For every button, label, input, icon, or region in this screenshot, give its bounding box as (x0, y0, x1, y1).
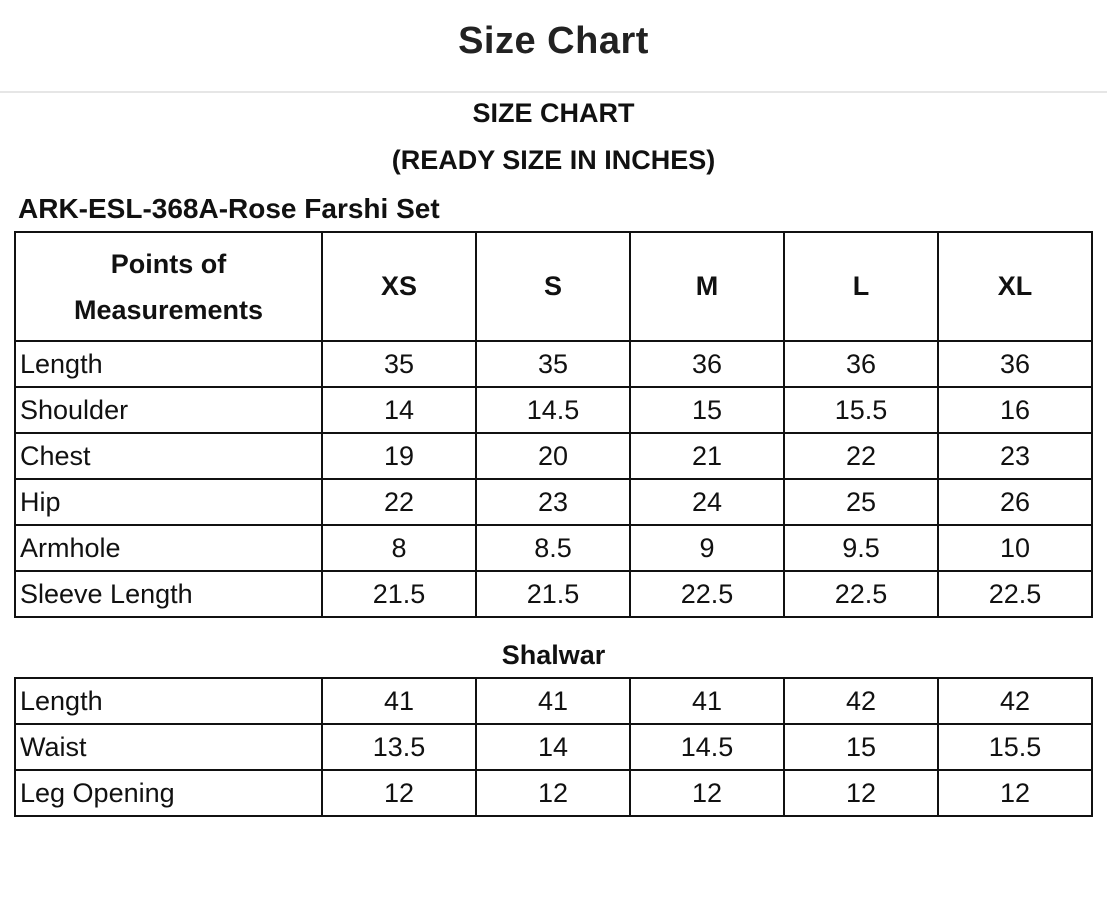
measurement-value: 8.5 (475, 524, 631, 572)
measurement-value: 35 (321, 340, 477, 388)
table-row: Shoulder 14 14.5 15 15.5 16 (14, 386, 1093, 434)
measurement-value: 20 (475, 432, 631, 480)
measurement-value: 22 (321, 478, 477, 526)
measurement-value: 22.5 (937, 570, 1093, 618)
shalwar-section-title: Shalwar (501, 640, 606, 670)
measurement-value: 22.5 (629, 570, 785, 618)
size-chart-subtitle: (READY SIZE IN INCHES) (391, 145, 716, 175)
shalwar-size-table: Length 41 41 41 42 42 Waist 13.5 14 14.5 15 15.5 Leg… (14, 677, 1093, 817)
measurement-value: 41 (629, 677, 785, 725)
measurement-value: 14.5 (475, 386, 631, 434)
table-row: Hip 22 23 24 25 26 (14, 478, 1093, 526)
measurement-label: Length (14, 340, 323, 388)
measurement-label: Armhole (14, 524, 323, 572)
measurement-value: 25 (783, 478, 939, 526)
measurement-value: 9.5 (783, 524, 939, 572)
measurement-value: 42 (783, 677, 939, 725)
measurement-label: Waist (14, 723, 323, 771)
table-row: Armhole 8 8.5 9 9.5 10 (14, 524, 1093, 572)
measurement-value: 8 (321, 524, 477, 572)
column-header: XS (321, 231, 477, 342)
column-header: XL (937, 231, 1093, 342)
measurement-value: 12 (629, 769, 785, 817)
measurement-value: 24 (629, 478, 785, 526)
measurement-value: 15 (783, 723, 939, 771)
measurement-value: 19 (321, 432, 477, 480)
measurement-value: 13.5 (321, 723, 477, 771)
shirt-size-table: Points of Measurements XS S M L XL Lengt… (14, 231, 1093, 618)
measurement-label: Shoulder (14, 386, 323, 434)
measurement-value: 36 (629, 340, 785, 388)
measurement-label: Leg Opening (14, 769, 323, 817)
table-row: Leg Opening 12 12 12 12 12 (14, 769, 1093, 817)
table-row: Waist 13.5 14 14.5 15 15.5 (14, 723, 1093, 771)
table-row: Sleeve Length 21.5 21.5 22.5 22.5 22.5 (14, 570, 1093, 618)
measurement-label: Sleeve Length (14, 570, 323, 618)
measurement-value: 23 (937, 432, 1093, 480)
size-chart-title: SIZE CHART (472, 98, 635, 128)
product-name: ARK-ESL-368A-Rose Farshi Set (18, 193, 440, 224)
measurement-value: 15 (629, 386, 785, 434)
measurement-value: 14.5 (629, 723, 785, 771)
header-divider (0, 91, 1107, 93)
table-row: Length 35 35 36 36 36 (14, 340, 1093, 388)
measurement-value: 22 (783, 432, 939, 480)
measurement-value: 36 (783, 340, 939, 388)
column-header: L (783, 231, 939, 342)
column-header: Points of Measurements (14, 231, 323, 342)
measurement-value: 15.5 (937, 723, 1093, 771)
column-header: S (475, 231, 631, 342)
table-row: Chest 19 20 21 22 23 (14, 432, 1093, 480)
measurement-value: 35 (475, 340, 631, 388)
modal-title: Size Chart (458, 20, 649, 62)
measurement-label: Chest (14, 432, 323, 480)
measurement-value: 9 (629, 524, 785, 572)
measurement-value: 21.5 (321, 570, 477, 618)
measurement-value: 12 (937, 769, 1093, 817)
measurement-value: 21.5 (475, 570, 631, 618)
measurement-label: Hip (14, 478, 323, 526)
measurement-value: 12 (475, 769, 631, 817)
measurement-value: 15.5 (783, 386, 939, 434)
table-header-row: Points of Measurements XS S M L XL (14, 231, 1093, 342)
measurement-value: 36 (937, 340, 1093, 388)
measurement-value: 26 (937, 478, 1093, 526)
measurement-value: 22.5 (783, 570, 939, 618)
measurement-label: Length (14, 677, 323, 725)
column-header: M (629, 231, 785, 342)
measurement-value: 41 (475, 677, 631, 725)
measurement-value: 16 (937, 386, 1093, 434)
measurement-value: 23 (475, 478, 631, 526)
measurement-value: 41 (321, 677, 477, 725)
measurement-value: 12 (783, 769, 939, 817)
table-row: Length 41 41 41 42 42 (14, 677, 1093, 725)
measurement-value: 12 (321, 769, 477, 817)
measurement-value: 10 (937, 524, 1093, 572)
measurement-value: 14 (321, 386, 477, 434)
measurement-value: 14 (475, 723, 631, 771)
measurement-value: 42 (937, 677, 1093, 725)
measurement-value: 21 (629, 432, 785, 480)
